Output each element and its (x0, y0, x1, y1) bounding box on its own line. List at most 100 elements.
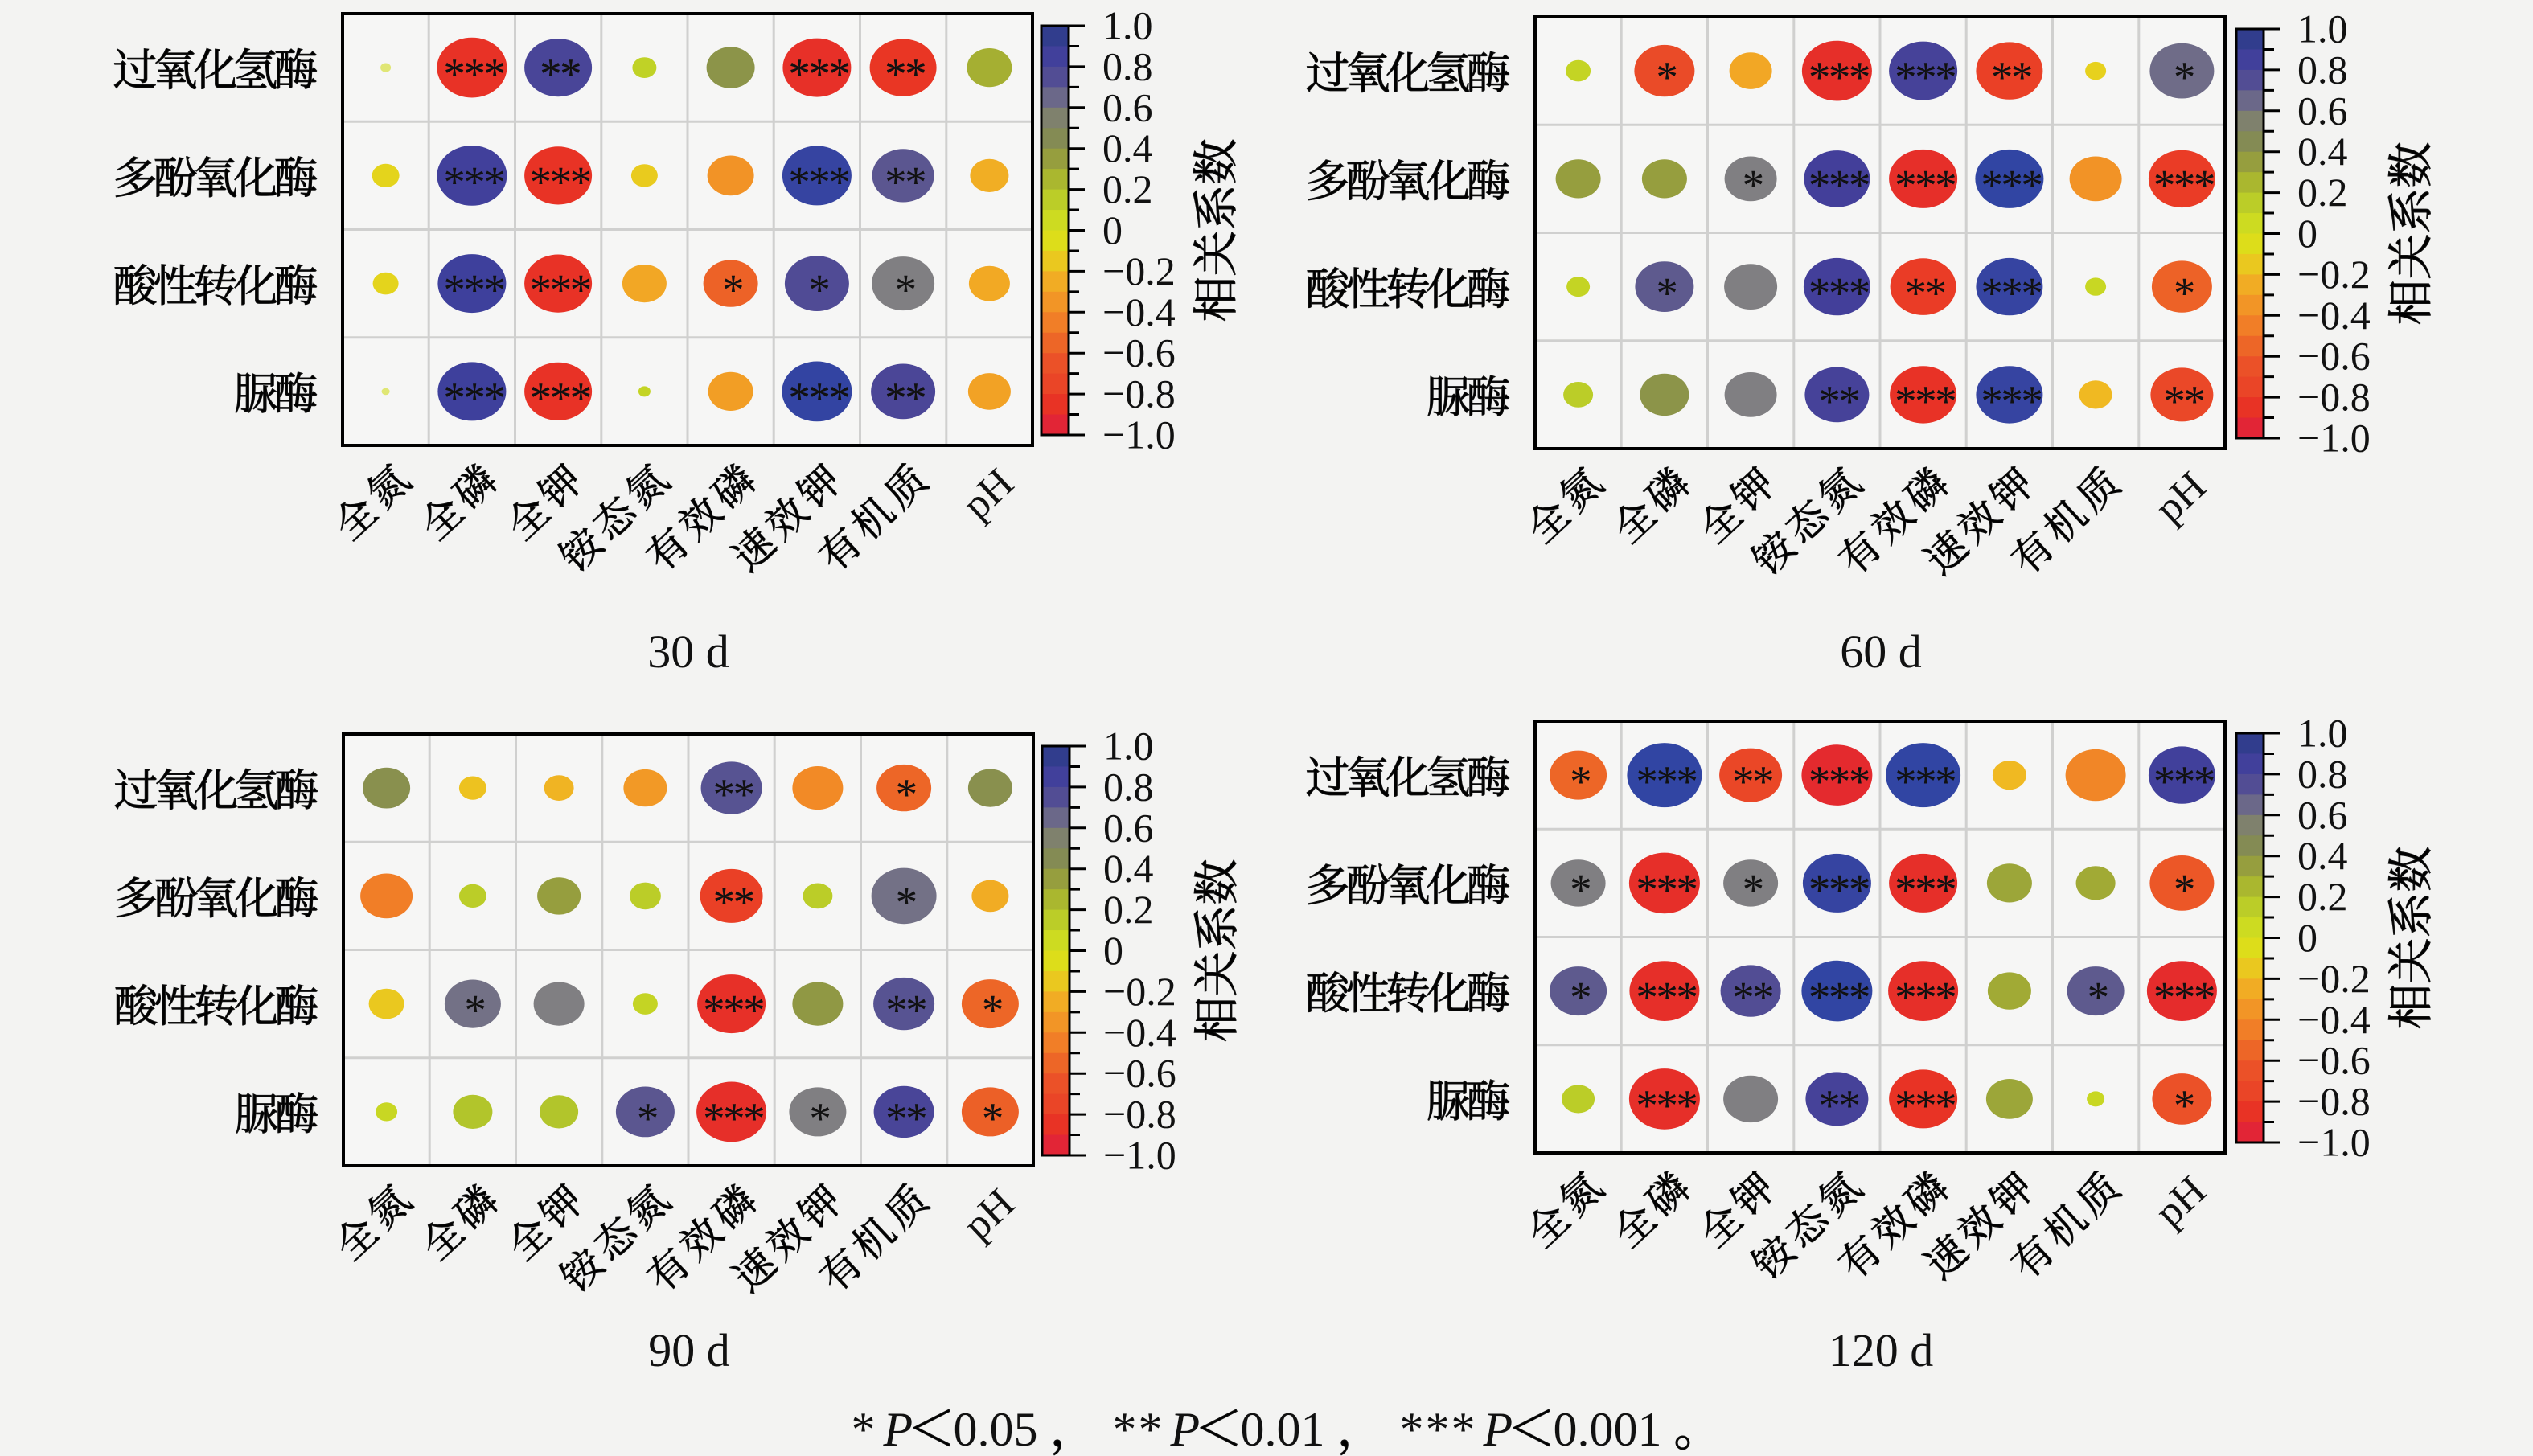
svg-text:*: * (637, 1093, 657, 1142)
svg-text:−0.4: −0.4 (1103, 1010, 1176, 1055)
svg-text:***: *** (530, 265, 590, 314)
svg-text:**: ** (1732, 973, 1772, 1022)
svg-text:***: *** (1981, 161, 2041, 210)
svg-text:***: *** (1808, 865, 1869, 914)
svg-text:**: ** (885, 158, 925, 207)
svg-text:0.2: 0.2 (1103, 887, 1154, 932)
svg-text:0.4: 0.4 (1102, 125, 1153, 170)
svg-text:*: * (1743, 161, 1763, 210)
svg-text:−0.6: −0.6 (2297, 334, 2371, 379)
svg-text:−0.2: −0.2 (2297, 956, 2371, 1001)
svg-text:**: ** (1732, 757, 1772, 806)
svg-text:**: ** (885, 1093, 926, 1142)
svg-text:0.8: 0.8 (2297, 47, 2348, 92)
svg-text:−0.2: −0.2 (1103, 969, 1176, 1014)
svg-text:***: *** (1808, 757, 1869, 806)
svg-text:−0.8: −0.8 (2297, 1079, 2371, 1124)
svg-text:1.0: 1.0 (1103, 724, 1154, 769)
svg-text:*: * (1656, 269, 1676, 318)
svg-text:*: * (982, 1093, 1002, 1142)
svg-text:***: *** (1895, 1081, 1955, 1130)
svg-text:**: ** (1905, 269, 1945, 318)
svg-text:*: * (1570, 865, 1590, 914)
svg-text:P: P (1170, 1403, 1201, 1456)
svg-text:***: *** (2153, 757, 2214, 806)
svg-text:***: *** (1895, 161, 1955, 210)
svg-text:*: * (896, 878, 916, 927)
svg-text:***: *** (530, 158, 590, 207)
svg-text:*: * (852, 1403, 877, 1456)
svg-text:***: *** (1636, 757, 1696, 806)
svg-text:P: P (883, 1403, 913, 1456)
svg-text:***: *** (703, 986, 763, 1035)
svg-text:*: * (2174, 269, 2194, 318)
svg-text:**: ** (885, 50, 925, 99)
svg-text:0.6: 0.6 (2297, 792, 2348, 837)
svg-text:***: *** (1981, 269, 2041, 318)
svg-text:***: *** (443, 158, 503, 207)
svg-text:*: * (2174, 865, 2194, 914)
svg-text:***: *** (443, 50, 503, 99)
svg-text:0.01: 0.01 (1241, 1403, 1325, 1456)
svg-text:*: * (1743, 865, 1763, 914)
svg-text:0.4: 0.4 (2297, 129, 2348, 174)
svg-text:0.8: 0.8 (1102, 43, 1153, 88)
svg-text:**: ** (2163, 376, 2203, 425)
svg-text:−0.2: −0.2 (2297, 252, 2371, 297)
svg-text:−1.0: −1.0 (2297, 1120, 2371, 1165)
svg-text:−0.8: −0.8 (1102, 371, 1176, 416)
svg-text:0: 0 (2297, 211, 2317, 256)
svg-text:0.4: 0.4 (1103, 846, 1154, 891)
svg-text:*: * (895, 265, 915, 314)
svg-text:***: *** (1895, 757, 1955, 806)
svg-text:***: *** (1808, 269, 1869, 318)
svg-text:**: ** (885, 986, 926, 1035)
svg-text:60 d: 60 d (1840, 625, 1922, 678)
svg-text:***: *** (1808, 53, 1869, 102)
svg-text:0.6: 0.6 (2297, 88, 2348, 133)
svg-text:−1.0: −1.0 (1103, 1133, 1176, 1178)
svg-text:0.6: 0.6 (1102, 84, 1153, 129)
svg-text:***: *** (788, 158, 848, 207)
svg-text:*: * (1570, 973, 1590, 1022)
svg-text:0.8: 0.8 (1103, 764, 1154, 809)
svg-text:*: * (1570, 757, 1590, 806)
svg-text:**: ** (1818, 1081, 1858, 1130)
svg-text:***: *** (2153, 161, 2214, 210)
svg-text:*: * (2088, 973, 2108, 1022)
svg-text:120 d: 120 d (1829, 1324, 1934, 1376)
svg-text:***: *** (703, 1093, 763, 1142)
svg-text:***: *** (1636, 865, 1696, 914)
svg-text:*: * (2174, 53, 2194, 102)
svg-text:0.2: 0.2 (2297, 874, 2348, 919)
svg-text:*: * (1656, 53, 1676, 102)
svg-text:***: *** (443, 265, 503, 314)
svg-text:1.0: 1.0 (1102, 3, 1153, 48)
svg-text:0: 0 (2297, 915, 2317, 960)
svg-text:0.8: 0.8 (2297, 751, 2348, 796)
svg-text:−0.6: −0.6 (1102, 330, 1176, 375)
svg-text:***: *** (788, 373, 848, 422)
svg-text:P: P (1483, 1403, 1513, 1456)
svg-text:−1.0: −1.0 (1102, 412, 1176, 457)
svg-text:***: *** (1808, 973, 1869, 1022)
svg-text:0.001: 0.001 (1554, 1403, 1662, 1456)
svg-text:**: ** (885, 373, 925, 422)
svg-text:−0.4: −0.4 (1102, 289, 1176, 334)
svg-text:0: 0 (1103, 928, 1123, 973)
svg-text:***: *** (788, 50, 848, 99)
svg-text:***: *** (1895, 973, 1955, 1022)
svg-text:−0.8: −0.8 (1103, 1092, 1176, 1137)
svg-text:−0.8: −0.8 (2297, 375, 2371, 420)
svg-text:**: ** (1818, 376, 1858, 425)
svg-text:*: * (896, 770, 916, 819)
svg-text:**: ** (713, 770, 753, 819)
svg-text:0: 0 (1102, 207, 1123, 252)
svg-text:***: *** (1895, 376, 1955, 425)
svg-text:*: * (808, 265, 828, 314)
svg-text:0.6: 0.6 (1103, 805, 1154, 850)
svg-text:1.0: 1.0 (2297, 711, 2348, 756)
svg-text:0.2: 0.2 (1102, 166, 1153, 211)
svg-text:*: * (809, 1093, 829, 1142)
svg-text:0.4: 0.4 (2297, 833, 2348, 878)
